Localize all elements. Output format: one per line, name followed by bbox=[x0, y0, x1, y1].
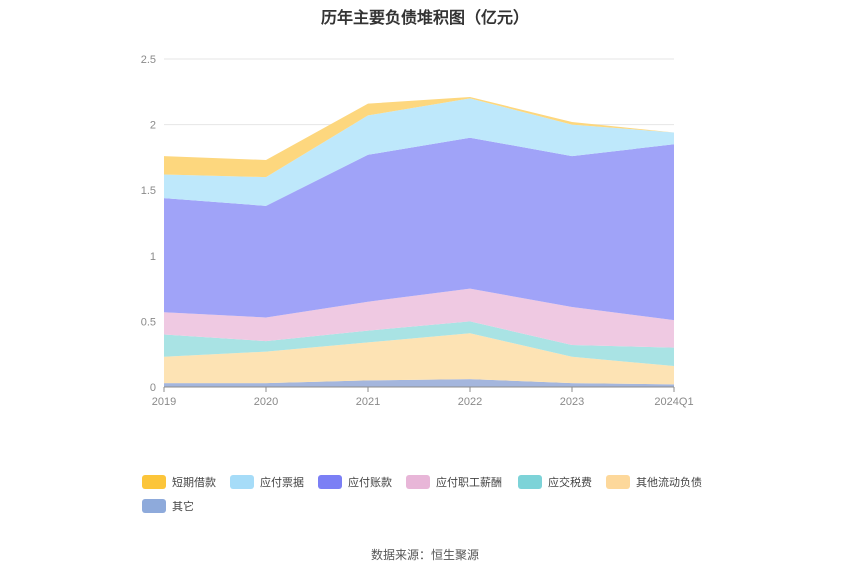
chart-title: 历年主要负债堆积图（亿元） bbox=[320, 8, 529, 27]
legend-swatch bbox=[318, 475, 342, 489]
y-tick-label: 1.5 bbox=[141, 185, 156, 197]
legend-swatch bbox=[406, 475, 430, 489]
legend-item[interactable]: 其他流动负债 bbox=[606, 474, 702, 490]
y-tick-label: 2.5 bbox=[141, 54, 156, 66]
legend-item[interactable]: 应付职工薪酬 bbox=[406, 474, 502, 490]
legend-swatch bbox=[142, 499, 166, 513]
y-axis-ticks: 0 0.5 1 1.5 2 2.5 bbox=[141, 54, 156, 394]
x-tick-label: 2023 bbox=[560, 396, 584, 408]
legend-swatch bbox=[606, 475, 630, 489]
series-areas bbox=[164, 97, 674, 387]
x-tick-label: 2019 bbox=[152, 396, 176, 408]
area-series-1 bbox=[164, 333, 674, 385]
x-axis-ticks: 2019 2020 2021 2022 2023 2024Q1 bbox=[152, 396, 694, 408]
legend-swatch bbox=[230, 475, 254, 489]
area-series-5 bbox=[164, 98, 674, 206]
legend-label: 应付职工薪酬 bbox=[436, 476, 502, 489]
legend-swatch bbox=[142, 475, 166, 489]
x-tick-label: 2020 bbox=[254, 396, 278, 408]
legend-item[interactable]: 短期借款 bbox=[142, 474, 216, 490]
legend-label: 其它 bbox=[172, 500, 194, 513]
legend-label: 其他流动负债 bbox=[636, 476, 702, 489]
x-tick-label: 2024Q1 bbox=[654, 396, 693, 408]
x-tick-label: 2021 bbox=[356, 396, 380, 408]
legend-item[interactable]: 应付账款 bbox=[318, 474, 392, 490]
area-series-4 bbox=[164, 137, 674, 321]
legend-label: 应付账款 bbox=[348, 476, 392, 489]
data-source: 数据来源：恒生聚源 bbox=[370, 548, 479, 562]
axes bbox=[163, 386, 675, 392]
legend-item[interactable]: 应付票据 bbox=[230, 474, 304, 490]
legend-label: 应交税费 bbox=[548, 476, 592, 489]
x-tick-label: 2022 bbox=[458, 396, 482, 408]
legend-label: 短期借款 bbox=[172, 476, 216, 489]
area-series-6 bbox=[164, 97, 674, 178]
y-tick-label: 1 bbox=[150, 251, 156, 263]
legend-swatch bbox=[518, 475, 542, 489]
area-series-3 bbox=[164, 288, 674, 348]
legend-item[interactable]: 应交税费 bbox=[518, 474, 592, 490]
legend-item[interactable]: 其它 bbox=[142, 498, 194, 514]
y-tick-label: 0.5 bbox=[141, 316, 156, 328]
legend-label: 应付票据 bbox=[260, 476, 304, 489]
y-tick-label: 0 bbox=[150, 382, 156, 394]
area-series-0 bbox=[164, 379, 674, 387]
area-series-2 bbox=[164, 321, 674, 366]
y-tick-label: 2 bbox=[150, 120, 156, 132]
